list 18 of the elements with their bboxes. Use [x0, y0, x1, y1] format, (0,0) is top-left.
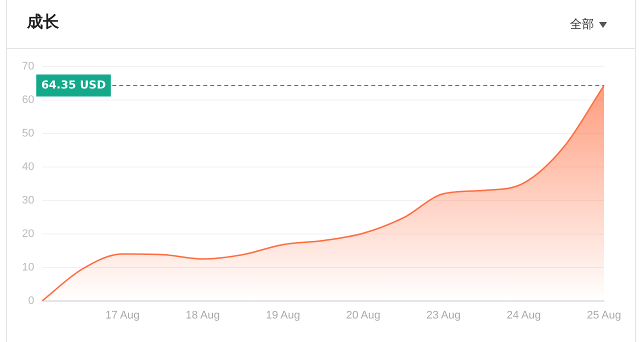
ref-line-label: 64.35 USD [41, 78, 106, 92]
y-tick-label: 0 [28, 294, 34, 307]
text: 全部 [570, 16, 594, 33]
y-tick-label: 30 [22, 194, 34, 206]
x-tick-label: 23 Aug [426, 309, 461, 322]
x-tick-label: 25 Aug [586, 309, 622, 322]
x-tick-label: 18 Aug [186, 309, 220, 322]
y-tick-label: 10 [22, 261, 34, 274]
x-tick-label: 19 Aug [266, 309, 300, 322]
x-tick-label: 17 Aug [105, 309, 140, 322]
x-tick-label: 24 Aug [506, 309, 541, 322]
y-tick-label: 70 [22, 60, 34, 73]
x-tick-label: 20 Aug [346, 309, 380, 322]
y-tick-label: 50 [22, 128, 34, 140]
y-tick-label: 60 [22, 94, 34, 106]
y-tick-label: 20 [22, 228, 34, 240]
chart-title: 成长 [27, 12, 59, 33]
y-tick-label: 40 [22, 161, 34, 174]
